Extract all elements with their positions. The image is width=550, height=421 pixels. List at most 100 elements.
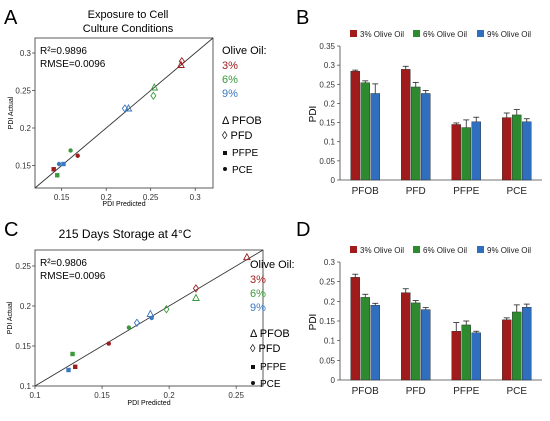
y-tick-label: 0.2: [20, 302, 32, 311]
bar: [522, 307, 532, 381]
y-tick-label: 0.15: [15, 162, 31, 171]
category-label: PFD: [406, 186, 426, 197]
legend-oil-6: 6%: [250, 288, 266, 300]
category-label: PCE: [506, 386, 527, 397]
legend-title: Olive Oil:: [250, 259, 295, 271]
y-tick-label: 0: [331, 376, 336, 385]
y-tick-label: 0.15: [319, 119, 335, 128]
data-point-square: [66, 367, 71, 373]
bar: [411, 302, 421, 381]
y-tick-label: 0.15: [319, 317, 335, 326]
y-tick-label: 0.25: [15, 262, 31, 271]
bar: [502, 319, 512, 381]
y-axis-label: PDI: [308, 314, 319, 331]
y-tick-label: 0.1: [324, 138, 336, 147]
category-label: PFPE: [453, 186, 479, 197]
panel-d: D 3% Olive Oil 6% Olive Oil 9% Olive Oil 0…: [296, 219, 542, 397]
bar: [451, 124, 461, 181]
data-point-square: [55, 173, 60, 178]
legend-shape-pfpe: PFPE: [232, 148, 258, 159]
x-tick-label: 0.25: [143, 193, 159, 202]
panel-letter: C: [4, 219, 18, 241]
bar: [502, 117, 512, 181]
data-point-diamond: [163, 304, 170, 314]
y-tick-label: 0.25: [319, 80, 335, 89]
r2-label: R²=0.9896: [40, 46, 87, 57]
x-tick-label: 0.3: [190, 193, 202, 202]
identity-line: [34, 249, 264, 387]
legend-shape-pfd: ◊ PFD: [222, 130, 253, 142]
panel-a: A Exposure to Cell Culture Conditions R²…: [4, 7, 267, 208]
data-point-diamond: [133, 318, 140, 328]
bar: [512, 311, 522, 381]
category-label: PFD: [406, 386, 426, 397]
y-tick-label: 0.35: [319, 42, 335, 51]
bar: [350, 277, 360, 381]
panel-letter: D: [296, 219, 310, 241]
bar: [471, 332, 481, 381]
y-tick-label: 0.25: [319, 278, 335, 287]
x-tick-label: 0.25: [228, 391, 244, 400]
circle-icon: [251, 381, 255, 385]
data-point-triangle: [146, 309, 155, 317]
panel-b: B 3% Olive Oil 6% Olive Oil 9% Olive Oil 0…: [296, 7, 542, 197]
data-point-diamond: [121, 104, 128, 113]
y-tick-label: 0.05: [319, 356, 335, 365]
panel-letter: B: [296, 7, 309, 29]
legend-swatch: [477, 246, 484, 253]
data-point-triangle: [242, 252, 251, 261]
legend-entry: 3% Olive Oil: [360, 30, 404, 39]
y-tick-label: 0.15: [15, 342, 31, 351]
legend-entry: 9% Olive Oil: [487, 30, 531, 39]
x-tick-label: 0.1: [29, 391, 41, 400]
square-icon: [251, 365, 255, 369]
y-tick-label: 0.1: [20, 382, 32, 391]
legend-entry: 6% Olive Oil: [423, 246, 467, 255]
y-tick-label: 0.3: [20, 49, 32, 58]
bar: [370, 305, 380, 381]
legend-oil-9: 9%: [222, 88, 238, 100]
r2-label: R²=0.9806: [40, 258, 87, 269]
bar: [451, 331, 461, 381]
y-tick-label: 0.25: [15, 87, 31, 96]
circle-icon: [223, 167, 227, 171]
bar: [512, 114, 522, 181]
data-point-circle: [75, 153, 80, 158]
x-axis-label: PDI Predicted: [102, 201, 145, 208]
legend-entry: 6% Olive Oil: [423, 30, 467, 39]
bar: [522, 121, 532, 181]
chart-subtitle: Culture Conditions: [83, 23, 174, 35]
legend-title: Olive Oil:: [222, 45, 267, 57]
data-point-triangle: [191, 293, 200, 301]
y-tick-label: 0.2: [324, 99, 336, 108]
x-axis-label: PDI Predicted: [127, 400, 170, 407]
category-label: PFOB: [352, 386, 380, 397]
legend-oil-9: 9%: [250, 302, 266, 314]
data-point-diamond: [192, 284, 199, 293]
legend-entry: 9% Olive Oil: [487, 246, 531, 255]
legend-oil-3: 3%: [222, 60, 238, 72]
panel-letter: A: [4, 7, 18, 29]
y-tick-label: 0: [331, 176, 336, 185]
data-point-square: [73, 364, 78, 369]
bar: [360, 297, 370, 381]
y-axis-label: PDI Actual: [7, 301, 14, 334]
y-axis-label: PDI Actual: [8, 96, 15, 129]
legend-swatch: [350, 246, 357, 253]
data-point-circle: [56, 161, 62, 167]
legend-shape-pfob: Δ PFOB: [250, 328, 290, 340]
legend-shape-pfd: ◊ PFD: [250, 343, 281, 355]
data-point-circle: [106, 341, 111, 346]
x-tick-label: 0.15: [94, 391, 110, 400]
bar: [401, 292, 411, 381]
bar: [350, 71, 360, 181]
data-point-triangle: [150, 83, 159, 91]
plot-area: [34, 37, 214, 189]
category-label: PFOB: [352, 186, 380, 197]
legend-oil-6: 6%: [222, 74, 238, 86]
data-point-square: [51, 167, 56, 172]
bar: [421, 93, 431, 181]
bar: [471, 121, 481, 181]
